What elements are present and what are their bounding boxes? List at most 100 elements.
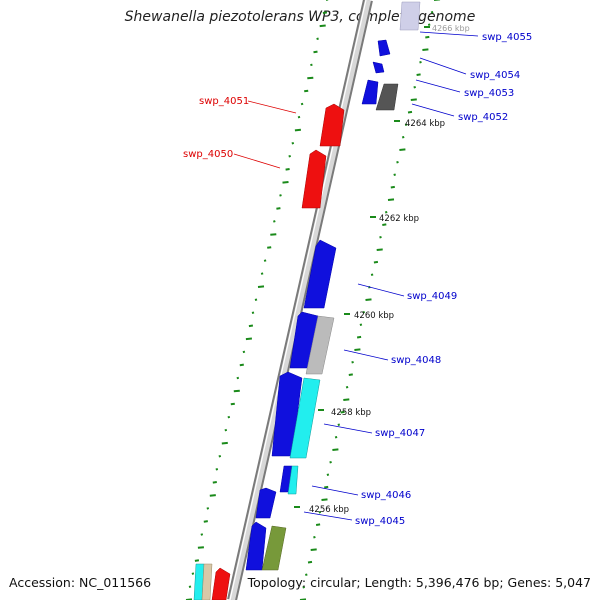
- gc-mark: [319, 24, 326, 28]
- tick-label: 4256 kbp: [309, 505, 349, 515]
- gc-mark: [313, 535, 316, 539]
- gc-mark: [365, 298, 372, 301]
- gc-mark: [267, 246, 272, 249]
- gc-mark: [188, 585, 192, 588]
- tick-label: 4266 kbp: [432, 24, 470, 33]
- gc-mark: [404, 123, 408, 126]
- gc-mark: [206, 507, 210, 510]
- gene-feature-swp_4053[interactable]: [361, 79, 379, 105]
- gene-label-swp_4050[interactable]: swp_4050: [183, 149, 233, 160]
- gene-feature-cyan-bottom[interactable]: [193, 563, 205, 600]
- gene-label-swp_4052[interactable]: swp_4052: [458, 112, 508, 123]
- gc-mark: [257, 285, 265, 288]
- gene-features: [193, 1, 421, 600]
- gene-feature-blue-c[interactable]: [245, 521, 267, 571]
- gene-feature-swp_4050[interactable]: [301, 149, 327, 209]
- gene-label-swp_4053[interactable]: swp_4053: [464, 88, 514, 99]
- gene-feature-swp_4047[interactable]: [289, 377, 321, 459]
- gene-feature-tan-bottom[interactable]: [201, 563, 213, 600]
- gc-mark: [396, 160, 399, 164]
- gc-mark: [321, 498, 328, 501]
- gene-label-swp_4054[interactable]: swp_4054: [470, 70, 520, 81]
- tick-5: 4256 kbp: [294, 505, 349, 515]
- gc-mark: [416, 73, 421, 76]
- gene-label-swp_4045[interactable]: swp_4045: [355, 516, 405, 527]
- tick-3: 4260 kbp: [344, 311, 394, 321]
- gc-mark: [215, 468, 219, 471]
- gc-mark: [322, 11, 328, 14]
- gc-mark: [260, 272, 264, 275]
- gene-feature-swp_4046-b[interactable]: [287, 465, 299, 495]
- gene-feature-swp_4048[interactable]: [305, 315, 335, 375]
- gene-feature-swp_4049[interactable]: [303, 239, 337, 309]
- tick-label: 4260 kbp: [354, 311, 394, 321]
- gene-label-swp_4049[interactable]: swp_4049: [407, 291, 457, 302]
- gene-feature-swp_4045[interactable]: [255, 487, 277, 519]
- gc-mark: [430, 10, 434, 14]
- gc-mark: [345, 385, 349, 389]
- gene-feature-top-partial: [399, 1, 421, 31]
- gc-mark: [399, 148, 406, 151]
- gc-mark: [354, 348, 361, 351]
- gc-mark: [379, 235, 382, 239]
- gc-mark: [316, 37, 319, 41]
- gc-mark: [191, 572, 195, 575]
- gc-mark: [356, 335, 362, 339]
- gc-mark: [291, 141, 295, 145]
- gene-label-swp_4055[interactable]: swp_4055: [482, 32, 532, 43]
- gc-mark: [343, 398, 350, 401]
- gc-mark: [197, 546, 204, 549]
- gc-mark: [212, 481, 217, 484]
- gc-mark: [390, 185, 395, 189]
- gc-mark: [224, 428, 228, 432]
- gc-mark: [413, 85, 416, 89]
- gene-feature-red-bottom[interactable]: [211, 567, 231, 600]
- gc-mark: [194, 559, 200, 562]
- gc-mark: [393, 173, 396, 176]
- gc-mark: [401, 135, 405, 139]
- gc-mark: [302, 585, 305, 589]
- gc-mark: [285, 168, 290, 171]
- gene-feature-swp_4055[interactable]: [377, 39, 391, 57]
- gc-mark: [236, 376, 240, 380]
- gene-feature-swp_4052[interactable]: [375, 83, 399, 111]
- gc-mark: [203, 520, 208, 523]
- gc-mark: [297, 115, 301, 119]
- gc-mark: [351, 360, 354, 364]
- gene-label-swp_4048[interactable]: swp_4048: [391, 355, 441, 366]
- gc-mark: [419, 60, 422, 64]
- gene-label-swp_4047[interactable]: swp_4047: [375, 428, 425, 439]
- genome-summary-text: Topology: circular; Length: 5,396,476 bp…: [247, 575, 591, 590]
- gc-mark: [279, 194, 282, 197]
- gc-mark: [304, 89, 309, 93]
- gc-mark: [422, 48, 429, 51]
- gene-feature-swp_4051[interactable]: [319, 103, 345, 147]
- gene-label-swp_4046[interactable]: swp_4046: [361, 490, 411, 501]
- gc-mark: [313, 50, 318, 54]
- gc-mark: [276, 207, 281, 210]
- tick-0: 4266 kbp: [424, 24, 470, 33]
- gc-mark: [324, 485, 329, 489]
- gc-mark: [376, 248, 383, 251]
- gene-feature-olive[interactable]: [261, 525, 287, 571]
- gc-mark: [263, 259, 267, 262]
- gc-mark: [359, 323, 363, 326]
- gc-mark: [329, 460, 332, 464]
- gene-feature-swp_4054[interactable]: [372, 61, 385, 74]
- gc-mark: [318, 510, 322, 514]
- gc-mark: [370, 273, 374, 276]
- gc-mark: [334, 435, 338, 439]
- gc-mark: [245, 337, 252, 341]
- gene-label-swp_4051[interactable]: swp_4051: [199, 96, 249, 107]
- accession-text: Accession: NC_011566: [9, 575, 152, 590]
- gc-mark: [221, 441, 228, 445]
- tick-4: 4258 kbp: [318, 408, 371, 418]
- gc-mark: [310, 63, 313, 67]
- gc-mark: [239, 363, 244, 367]
- gc-mark: [288, 154, 291, 158]
- gc-mark: [310, 548, 317, 551]
- gc-mark: [233, 389, 240, 393]
- gc-mark: [242, 350, 246, 354]
- gc-mark: [270, 233, 277, 236]
